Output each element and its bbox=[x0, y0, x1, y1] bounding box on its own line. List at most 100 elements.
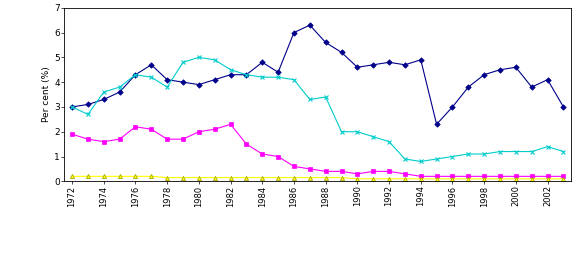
Line: Industry: Industry bbox=[69, 55, 566, 164]
Infrastructure bbox=[354, 66, 361, 69]
Infrastructure bbox=[275, 71, 282, 74]
Housing bbox=[354, 177, 361, 180]
Industry bbox=[227, 68, 234, 71]
Infrastructure bbox=[227, 73, 234, 76]
Housing bbox=[322, 176, 329, 179]
Manufacturing bbox=[480, 175, 487, 178]
Industry bbox=[211, 58, 218, 61]
Manufacturing bbox=[528, 175, 535, 178]
Industry bbox=[480, 153, 487, 156]
Industry bbox=[497, 150, 504, 153]
Manufacturing bbox=[306, 167, 313, 170]
Industry bbox=[354, 130, 361, 133]
Industry bbox=[338, 130, 345, 133]
Infrastructure bbox=[465, 85, 472, 89]
Housing bbox=[164, 176, 171, 179]
Infrastructure bbox=[497, 68, 504, 71]
Manufacturing bbox=[354, 172, 361, 175]
Housing bbox=[69, 175, 76, 178]
Industry bbox=[512, 150, 519, 153]
Housing bbox=[227, 176, 234, 179]
Manufacturing bbox=[433, 175, 440, 178]
Manufacturing bbox=[402, 172, 409, 175]
Housing bbox=[449, 177, 456, 180]
Infrastructure bbox=[512, 66, 519, 69]
Housing bbox=[85, 175, 92, 178]
Infrastructure bbox=[243, 73, 250, 76]
Line: Housing: Housing bbox=[70, 174, 566, 181]
Manufacturing bbox=[164, 138, 171, 141]
Manufacturing bbox=[290, 165, 297, 168]
Housing bbox=[148, 175, 155, 178]
Infrastructure bbox=[480, 73, 487, 76]
Industry bbox=[402, 157, 409, 161]
Infrastructure bbox=[85, 103, 92, 106]
Line: Infrastructure: Infrastructure bbox=[70, 23, 566, 126]
Housing bbox=[211, 176, 218, 179]
Infrastructure bbox=[259, 61, 266, 64]
Manufacturing bbox=[132, 125, 139, 128]
Housing bbox=[290, 176, 297, 179]
Housing bbox=[402, 177, 409, 180]
Industry bbox=[85, 113, 92, 116]
Industry bbox=[385, 140, 392, 143]
Infrastructure bbox=[164, 78, 171, 81]
Infrastructure bbox=[433, 123, 440, 126]
Manufacturing bbox=[243, 142, 250, 146]
Infrastructure bbox=[306, 24, 313, 27]
Industry bbox=[528, 150, 535, 153]
Industry bbox=[306, 98, 313, 101]
Infrastructure bbox=[100, 98, 107, 101]
Manufacturing bbox=[211, 128, 218, 131]
Manufacturing bbox=[180, 138, 187, 141]
Industry bbox=[69, 105, 76, 109]
Infrastructure bbox=[560, 105, 567, 109]
Manufacturing bbox=[560, 175, 567, 178]
Industry bbox=[449, 155, 456, 158]
Infrastructure bbox=[322, 41, 329, 44]
Infrastructure bbox=[195, 83, 202, 86]
Housing bbox=[132, 175, 139, 178]
Y-axis label: Per cent (%): Per cent (%) bbox=[43, 67, 51, 123]
Industry bbox=[275, 76, 282, 79]
Housing bbox=[259, 176, 266, 179]
Infrastructure bbox=[370, 63, 377, 66]
Infrastructure bbox=[402, 63, 409, 66]
Manufacturing bbox=[338, 170, 345, 173]
Infrastructure bbox=[290, 31, 297, 34]
Manufacturing bbox=[116, 138, 123, 141]
Manufacturing bbox=[385, 170, 392, 173]
Infrastructure bbox=[148, 63, 155, 66]
Housing bbox=[385, 177, 392, 180]
Industry bbox=[417, 160, 424, 163]
Infrastructure bbox=[132, 73, 139, 76]
Industry bbox=[100, 90, 107, 93]
Industry bbox=[148, 76, 155, 79]
Housing bbox=[306, 176, 313, 179]
Housing bbox=[180, 176, 187, 179]
Infrastructure bbox=[417, 58, 424, 61]
Infrastructure bbox=[528, 85, 535, 89]
Industry bbox=[195, 56, 202, 59]
Housing bbox=[465, 177, 472, 180]
Housing bbox=[100, 175, 107, 178]
Industry bbox=[433, 157, 440, 161]
Manufacturing bbox=[465, 175, 472, 178]
Industry bbox=[164, 85, 171, 89]
Line: Manufacturing: Manufacturing bbox=[70, 122, 566, 178]
Manufacturing bbox=[544, 175, 551, 178]
Industry bbox=[259, 76, 266, 79]
Infrastructure bbox=[385, 61, 392, 64]
Manufacturing bbox=[370, 170, 377, 173]
Housing bbox=[338, 176, 345, 179]
Infrastructure bbox=[69, 105, 76, 109]
Manufacturing bbox=[85, 138, 92, 141]
Housing bbox=[417, 177, 424, 180]
Infrastructure bbox=[116, 90, 123, 93]
Manufacturing bbox=[259, 153, 266, 156]
Housing bbox=[275, 176, 282, 179]
Industry bbox=[290, 78, 297, 81]
Manufacturing bbox=[195, 130, 202, 133]
Manufacturing bbox=[148, 128, 155, 131]
Manufacturing bbox=[227, 123, 234, 126]
